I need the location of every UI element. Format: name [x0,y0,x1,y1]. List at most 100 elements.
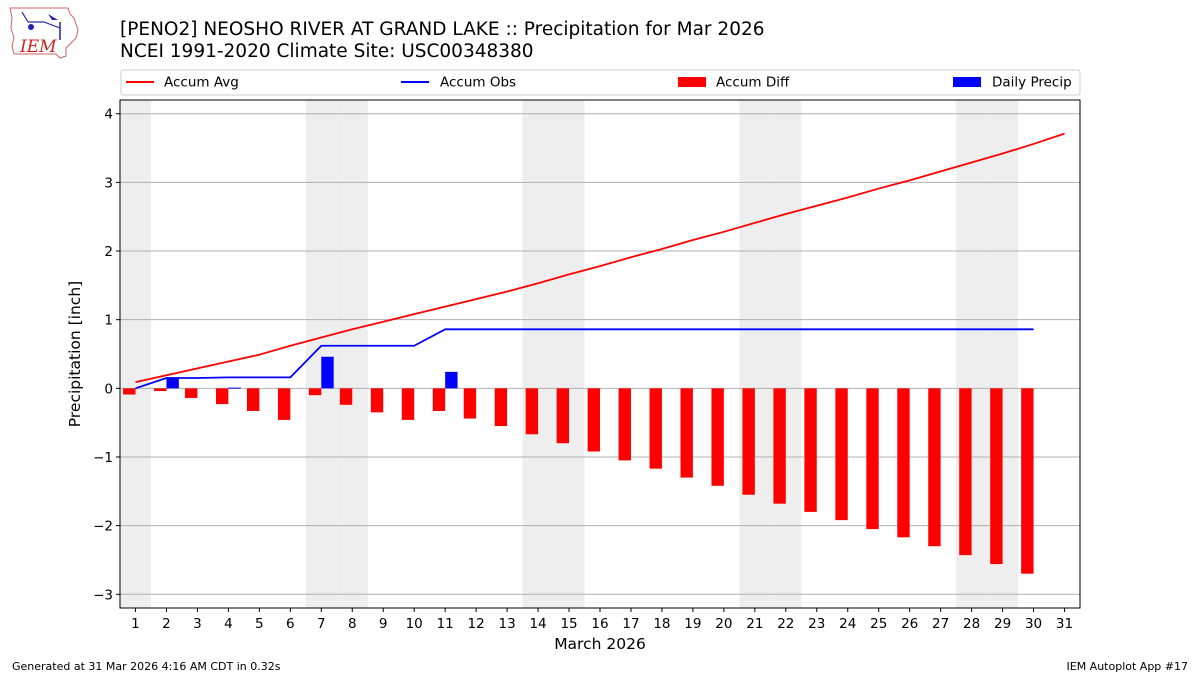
x-axis-ticks: 1 2 3 4 5 6 7 8 9 10 11 12 13 14 15 16 17 18 19 20 21 22 23 24 2… [131,608,1073,632]
daily-precip-bar-day-2 [166,378,179,389]
y-gridlines [120,113,1080,595]
accum-diff-bar-day-27 [928,388,941,547]
legend-label-accum-avg: Accum Avg [164,75,239,91]
accum-diff-bar-day-2 [154,388,167,392]
xtick-label: 29 [994,616,1011,632]
ytick-label: 3 [104,175,113,191]
legend-label-accum-diff: Accum Diff [716,75,790,91]
xtick-label: 25 [870,616,887,632]
accum-diff-bar-day-1 [123,388,136,395]
accum-diff-bar-day-17 [618,388,631,461]
bars [123,356,1034,574]
xtick-label: 8 [348,616,357,632]
accum-diff-bar-day-10 [401,388,415,420]
xtick-label: 1 [131,616,140,632]
footer-generated: Generated at 31 Mar 2026 4:16 AM CDT in … [12,660,281,673]
ytick-label: −3 [93,587,113,603]
accum-diff-bar-day-8 [339,388,353,405]
weather-station-icon [28,24,34,30]
legend-label-accum-obs: Accum Obs [440,75,516,91]
legend-swatch-daily-precip [953,77,981,87]
accum-diff-bar-day-6 [277,388,291,420]
xtick-label: 4 [224,616,233,632]
shade-day-1 [120,100,151,608]
xtick-label: 31 [1056,616,1073,632]
shade-day-22 [770,100,802,608]
accum-diff-bar-day-12 [463,388,477,419]
lines [135,132,1065,390]
xtick-label: 13 [499,616,516,632]
xtick-label: 9 [379,616,388,632]
shade-day-8 [336,100,368,608]
daily-precip-bar-day-7 [321,356,334,389]
legend-swatch-accum-diff [678,77,706,87]
xtick-label: 15 [560,616,577,632]
accum-diff-bar-day-21 [742,388,755,495]
y-axis-label: Precipitation [inch] [66,281,84,427]
legend-label-daily-precip: Daily Precip [992,75,1072,91]
accum-diff-bar-day-29 [990,388,1003,565]
ytick-label: −2 [93,519,113,535]
accum-obs-line [135,328,1034,390]
ytick-label: 1 [104,313,113,329]
accum-diff-bar-day-13 [494,388,508,427]
xtick-label: 26 [901,616,918,632]
xtick-label: 23 [808,616,825,632]
accum-diff-bar-day-7 [308,388,322,396]
accum-diff-bar-day-19 [680,388,693,478]
accum-diff-bar-day-16 [587,388,600,452]
legend-frame [120,69,1081,96]
xtick-label: 28 [963,616,980,632]
accum-diff-bar-day-4 [216,388,229,405]
ytick-label: 4 [104,107,113,123]
xtick-label: 22 [777,616,794,632]
xtick-label: 3 [193,616,202,632]
accum-diff-bar-day-24 [835,388,848,521]
xtick-label: 7 [317,616,326,632]
accum-diff-bar-day-30 [1021,388,1034,574]
xtick-label: 12 [468,616,485,632]
xtick-label: 27 [932,616,949,632]
xtick-label: 5 [255,616,264,632]
accum-diff-bar-day-26 [897,388,910,538]
accum-avg-line [135,132,1065,384]
weekend-shading [120,100,1019,608]
shade-day-14 [522,100,554,608]
accum-diff-bar-day-20 [711,388,724,486]
accum-diff-bar-day-23 [804,388,817,512]
shade-day-15 [553,100,585,608]
x-axis-label: March 2026 [554,635,646,653]
accum-diff-bar-day-3 [185,388,198,398]
xtick-label: 14 [529,616,546,632]
daily-precip-bar-day-4 [228,387,241,389]
accum-diff-bar-day-9 [370,388,384,413]
accum-diff-bar-day-15 [556,388,570,444]
accum-diff-bar-day-18 [649,388,662,469]
xtick-label: 10 [406,616,423,632]
xtick-label: 30 [1025,616,1042,632]
accum-diff-bar-day-11 [432,388,446,411]
ytick-label: 0 [104,381,113,397]
xtick-label: 16 [591,616,608,632]
shade-day-21 [739,100,771,608]
accum-diff-bar-day-5 [246,388,260,411]
ytick-label: 2 [104,244,113,260]
logo-text: IEM [19,37,57,57]
chart-subtitle: NCEI 1991-2020 Climate Site: USC00348380 [120,41,534,62]
accum-diff-bar-day-14 [525,388,539,435]
legend: Accum Avg Accum Obs Accum Diff Daily Pre… [120,69,1081,96]
accum-diff-bar-day-22 [773,388,786,504]
xtick-label: 19 [684,616,701,632]
shade-day-7 [305,100,337,608]
iem-logo: IEM [9,7,79,59]
y-axis-ticks: 4 3 2 1 0 −1 −2 −3 [93,107,120,603]
xtick-label: 24 [839,616,856,632]
xtick-label: 6 [286,616,295,632]
ytick-label: −1 [93,450,113,466]
xtick-label: 21 [746,616,763,632]
accum-diff-bar-day-25 [866,388,879,530]
footer-app: IEM Autoplot App #17 [1067,660,1189,673]
xtick-label: 11 [437,616,454,632]
xtick-label: 17 [622,616,639,632]
